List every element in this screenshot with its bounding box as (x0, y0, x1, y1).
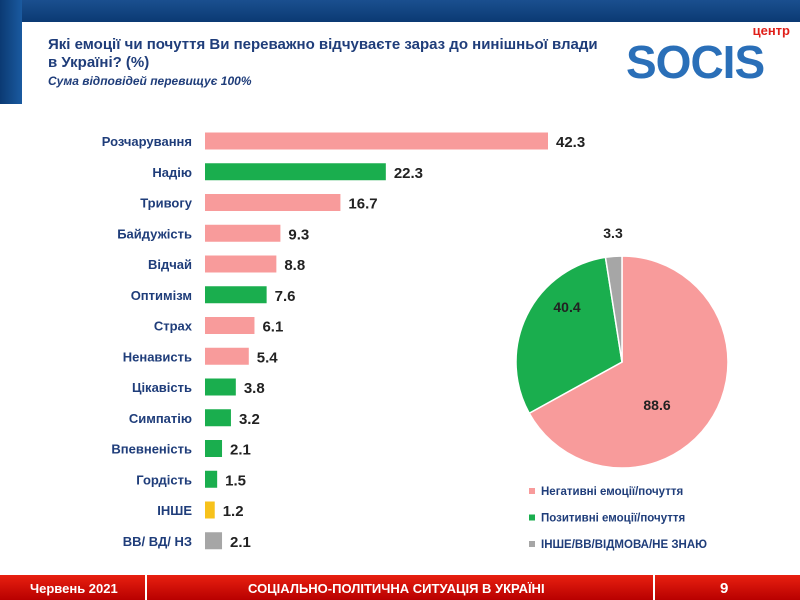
bar (205, 194, 341, 211)
pie-slice (515, 256, 623, 415)
legend-swatch (529, 514, 535, 521)
page-number: 9 (720, 580, 729, 597)
bar (205, 532, 223, 550)
bar-value-label: 42.3 (556, 134, 585, 151)
bar-category-label: Впевненість (111, 442, 192, 457)
left-banner (0, 0, 22, 104)
bar-category-label: Гордість (136, 472, 192, 487)
legend-label: Негативні емоції/почуття (541, 486, 683, 498)
pie-value-label: 3.3 (603, 225, 623, 241)
socis-logo: центр SOCIS (626, 24, 792, 86)
logo-top-text: центр (752, 23, 790, 38)
bar (205, 501, 215, 519)
bar-value-label: 7.6 (275, 288, 296, 305)
bar (205, 286, 267, 304)
bar (205, 163, 386, 181)
bar-category-label: Тривогу (140, 196, 193, 211)
bar (205, 317, 255, 334)
bar-category-label: Розчарування (102, 134, 192, 149)
chart-title: Які емоції чи почуття Ви переважно відчу… (48, 36, 598, 71)
bar (205, 409, 231, 427)
bar-value-label: 6.1 (262, 319, 283, 336)
legend-label: ІНШЕ/ВВ/ВІДМОВА/НЕ ЗНАЮ (541, 539, 707, 551)
header: Які емоції чи почуття Ви переважно відчу… (48, 36, 608, 88)
bar-category-label: ІНШЕ (157, 503, 192, 518)
bar-category-label: Цікавість (132, 380, 192, 395)
legend-label: Позитивні емоції/почуття (541, 513, 685, 525)
footer-topic: СОЦІАЛЬНО-ПОЛІТИЧНА СИТУАЦІЯ В УКРАЇНІ (248, 581, 545, 596)
bar-category-label: Надію (152, 165, 192, 180)
bar-value-label: 2.1 (230, 442, 251, 459)
legend-swatch (529, 488, 535, 494)
bar-value-label: 5.4 (257, 349, 279, 366)
bar-value-label: 9.3 (288, 226, 309, 243)
bar-value-label: 1.5 (225, 472, 246, 489)
pie-slice (528, 255, 729, 469)
bar (205, 224, 281, 242)
bar-value-label: 1.2 (223, 503, 244, 520)
logo-main-text: SOCIS (626, 36, 765, 88)
bar-category-label: Страх (154, 319, 193, 334)
top-banner (0, 0, 800, 22)
bar-value-label: 3.2 (239, 411, 260, 428)
bar-value-label: 2.1 (230, 534, 251, 551)
bar-value-label: 8.8 (284, 257, 305, 274)
bar (205, 470, 218, 488)
bar-category-label: Відчай (148, 257, 192, 272)
footer-date: Червень 2021 (30, 581, 118, 596)
bar (205, 255, 277, 273)
footer-bar: Червень 2021 СОЦІАЛЬНО-ПОЛІТИЧНА СИТУАЦІ… (0, 575, 800, 600)
bar-category-label: Симпатію (129, 411, 192, 426)
footer-divider (145, 575, 147, 600)
bar-category-label: Оптимізм (131, 288, 192, 303)
footer-divider (653, 575, 655, 600)
bar-value-label: 3.8 (244, 380, 265, 397)
chart-subtitle: Сума відповідей перевищує 100% (48, 74, 252, 88)
bar (205, 132, 548, 150)
bar-category-label: Ненависть (123, 349, 192, 364)
pie-value-label: 88.6 (643, 397, 670, 413)
bar-value-label: 22.3 (394, 165, 423, 182)
legend-swatch (529, 541, 535, 547)
bar (205, 378, 236, 396)
bar (205, 440, 223, 457)
pie-value-label: 40.4 (553, 299, 580, 315)
bar-category-label: Байдужість (117, 226, 192, 241)
bar-category-label: ВВ/ ВД/ НЗ (123, 534, 192, 549)
pie-slice (604, 255, 623, 363)
bar (205, 347, 249, 365)
bar-value-label: 16.7 (348, 196, 377, 213)
